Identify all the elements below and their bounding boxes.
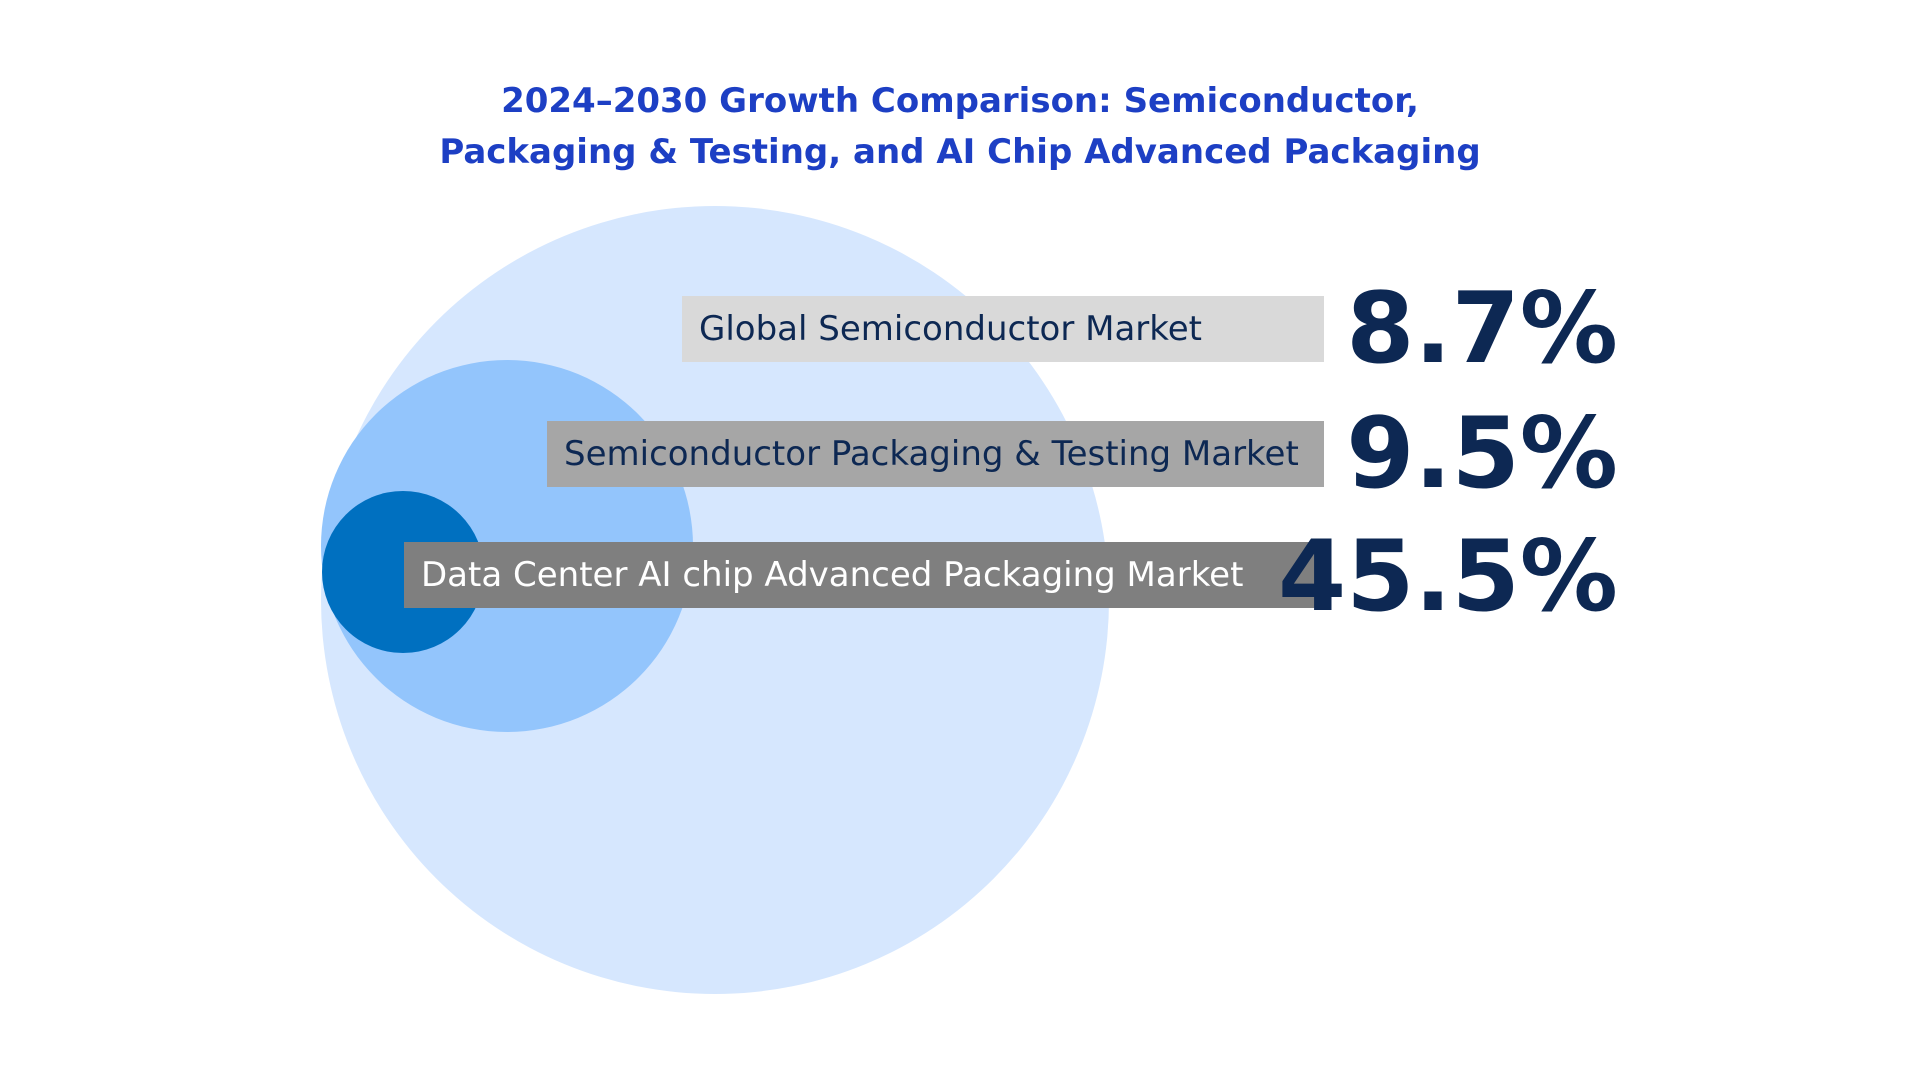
title-line-1: 2024–2030 Growth Comparison: Semiconduct… [501, 81, 1419, 121]
label-text: Semiconductor Packaging & Testing Market [564, 434, 1299, 474]
label-bar-ai-packaging: Data Center AI chip Advanced Packaging M… [404, 542, 1324, 608]
label-text: Global Semiconductor Market [699, 309, 1202, 349]
label-bar-global-semiconductor: Global Semiconductor Market [682, 296, 1324, 362]
label-bar-packaging-testing: Semiconductor Packaging & Testing Market [547, 421, 1324, 487]
value-ai-packaging: 45.5% [1278, 520, 1618, 634]
diagram-title: 2024–2030 Growth Comparison: Semiconduct… [0, 76, 1920, 178]
title-line-2: Packaging & Testing, and AI Chip Advance… [439, 132, 1481, 172]
value-global-semiconductor: 8.7% [1346, 272, 1618, 386]
value-packaging-testing: 9.5% [1346, 397, 1618, 511]
label-text: Data Center AI chip Advanced Packaging M… [421, 555, 1244, 595]
